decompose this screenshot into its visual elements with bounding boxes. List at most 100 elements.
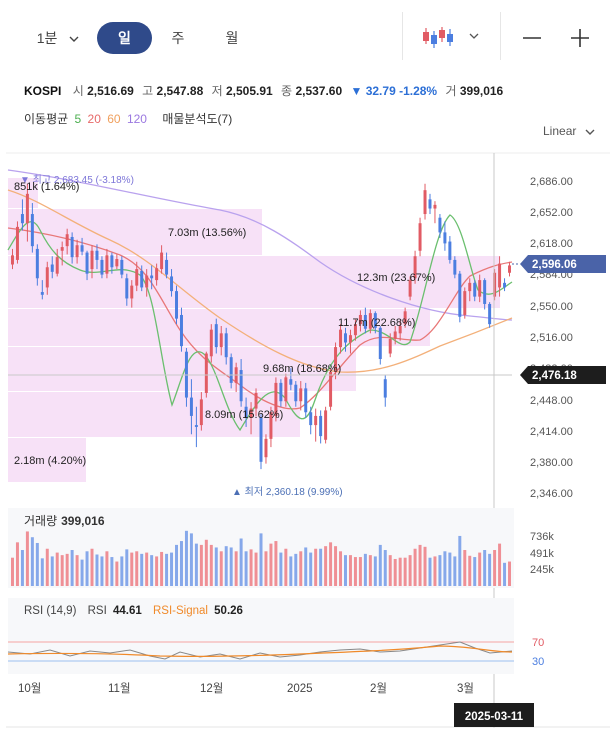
volume-bar [155,556,159,586]
candle-body [289,379,293,385]
volume-tick: 491k [530,548,554,560]
volume-bar [299,551,303,586]
candle-body [329,371,333,407]
price-tick: 2,652.00 [530,207,573,219]
candle-body [234,367,238,383]
candle-body [264,438,268,458]
zoom-in-button[interactable] [564,22,596,54]
time-tick: 12월 [200,682,223,695]
candle-body [478,280,482,297]
candle-body [498,263,502,288]
volume-profile [8,178,500,482]
volume-bar [165,553,169,586]
zoom-out-button[interactable] [516,22,548,54]
volume-bar [160,551,164,586]
quote-summary: KOSPI 시 2,516.69 고 2,547.88 저 2,505.91 종… [24,82,508,99]
indicator-legend[interactable]: 이동평균 5 20 60 120 매물분석도(7) [24,110,235,127]
volume-bar [194,543,198,586]
candle-body [259,417,263,462]
volume-bar [309,552,313,586]
volume-bar [35,542,39,586]
candle-body [75,245,79,258]
ma-label: 이동평균 [24,112,69,126]
candle-body [393,331,397,339]
volume-bar [179,541,183,586]
candle-body [199,399,203,426]
volume-bar [204,539,208,586]
volume-bar [274,541,278,586]
volume-bar [259,533,263,586]
chevron-down-icon [585,129,595,135]
volume-bar [125,549,129,586]
volume-bar [145,552,149,586]
candle-body [488,303,492,325]
interval-month-button[interactable]: 월 [225,30,239,46]
symbol-name: KOSPI [24,84,62,98]
rsi-level-70: 70 [532,637,544,649]
volume-bar [95,554,99,586]
volume-bar [388,555,392,586]
candle-body [294,384,298,402]
volume-bar [189,533,193,586]
candle-body [388,338,392,354]
volume-bar [483,550,487,586]
candle-body [284,377,288,402]
volume-bar [398,557,402,586]
ma120-line [7,169,513,321]
candle-body [453,259,457,275]
chart-toolbar: 1분 일 주 월 [0,0,616,74]
candle-body [373,313,377,328]
volume-bar [304,547,308,586]
crosshair-date-tag: 2025-03-11 [454,703,534,727]
volume-profile-label: 매물분석도(7) [162,112,233,126]
candle-body [299,388,303,402]
open-value: 2,516.69 [87,84,134,98]
plus-icon [571,29,589,47]
toolbar-divider [402,12,403,60]
candle-body [438,217,442,233]
candle-body [140,270,144,288]
rsi-panel-bg [8,598,514,674]
candle-body [244,406,248,418]
volume-bar [239,538,243,586]
open-label: 시 [72,84,84,98]
candlesticks [10,183,512,470]
volume-bar [80,559,84,586]
volume-bar [20,550,24,586]
volume-bar [184,530,188,586]
volume-bar [130,552,134,586]
profile-label: 2.18m (4.20%) [14,455,86,467]
interval-minute-dropdown[interactable]: 1분 [28,22,88,54]
crosshair-price-text: 2,476.18 [532,370,577,382]
volume-bar [319,548,323,586]
volume-bar [209,544,213,586]
candle-body [170,276,174,292]
toolbar-divider [500,12,501,60]
candle-body [25,193,29,224]
volume-bar [438,555,442,586]
candle-body [105,255,109,274]
scale-mode-dropdown[interactable]: Linear [543,124,595,138]
interval-day-button[interactable]: 일 [97,22,152,54]
profile-label: 11.7m (22.68%) [338,317,415,329]
volume-value: 399,016 [459,84,504,98]
chart-type-button[interactable] [418,22,482,54]
profile-label: 7.03m (13.56%) [168,227,246,239]
volume-bar [373,556,377,586]
volume-panel-label: 거래량 399,016 [24,514,105,528]
volume-bar [433,556,437,586]
volume-bar [408,555,412,586]
volume-bar [468,555,472,586]
volume-bar [363,553,367,586]
time-tick: 2월 [370,682,387,695]
volume-bar [403,557,407,586]
candle-body [358,314,362,325]
price-tick: 2,516.00 [530,332,573,344]
candle-body [239,370,243,402]
candle-body [463,291,467,315]
candle-body [433,204,437,209]
volume-bar [314,548,318,586]
interval-week-button[interactable]: 주 [171,30,185,46]
volume-bar [115,561,119,586]
candle-body [348,335,352,343]
